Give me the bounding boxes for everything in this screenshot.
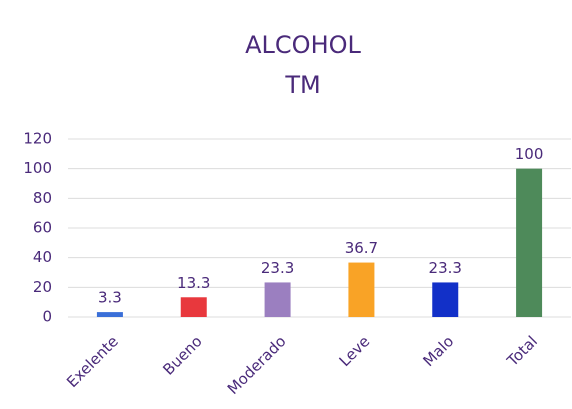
x-tick-label: Exelente: [63, 332, 122, 391]
x-tick-label: Moderado: [224, 332, 290, 398]
bar: [516, 168, 543, 317]
data-label: 23.3: [261, 259, 294, 277]
y-tick-label: 20: [33, 278, 52, 296]
x-tick-label: Malo: [419, 332, 457, 370]
data-label: 13.3: [177, 274, 210, 292]
y-tick-label: 80: [33, 189, 52, 207]
data-label: 23.3: [429, 259, 462, 277]
bar: [180, 297, 207, 317]
bar: [264, 282, 291, 317]
x-tick-label: Total: [503, 332, 541, 370]
bar: [96, 312, 123, 317]
x-tick-label: Bueno: [159, 332, 205, 378]
data-label: 100: [515, 145, 544, 163]
chart-title: TM: [284, 71, 320, 99]
y-tick-label: 40: [33, 248, 52, 266]
y-tick-label: 120: [23, 130, 52, 148]
y-tick-label: 0: [42, 308, 52, 326]
bar: [348, 262, 375, 317]
data-label: 3.3: [98, 289, 122, 307]
y-tick-label: 100: [23, 159, 52, 177]
x-tick-label: Leve: [336, 332, 374, 370]
data-label: 36.7: [345, 239, 378, 257]
chart-title: ALCOHOL: [245, 31, 361, 59]
bar: [432, 282, 459, 317]
y-tick-label: 60: [33, 219, 52, 237]
